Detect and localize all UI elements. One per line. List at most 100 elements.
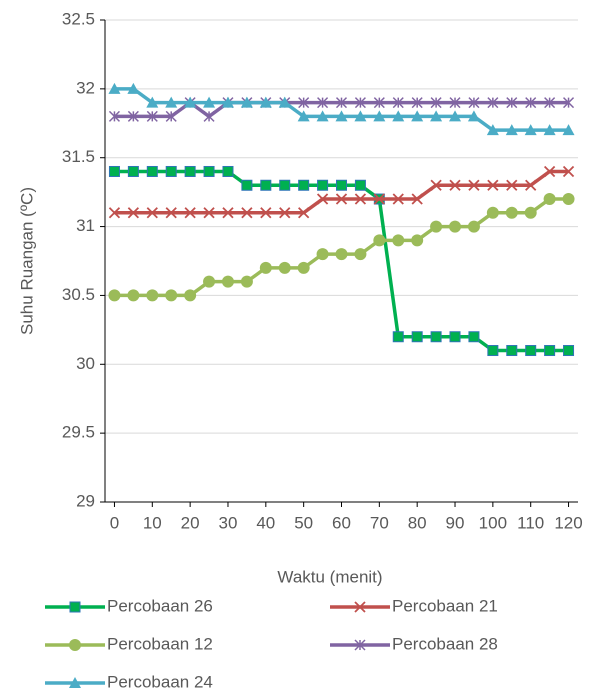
marker	[354, 601, 366, 613]
marker	[506, 97, 518, 109]
x-tick-label: 70	[370, 513, 389, 532]
marker	[354, 110, 367, 122]
y-tick-label: 32	[76, 78, 95, 97]
y-axis-label: Suhu Ruangan (ºC)	[17, 187, 36, 335]
marker	[430, 179, 442, 191]
x-tick-label: 50	[294, 513, 313, 532]
marker	[69, 639, 81, 651]
marker	[336, 179, 347, 191]
x-tick-label: 20	[181, 513, 200, 532]
marker	[240, 96, 253, 108]
x-tick-label: 0	[110, 513, 119, 532]
marker	[562, 165, 575, 178]
x-tick-label: 60	[332, 513, 351, 532]
marker	[203, 207, 215, 219]
marker	[449, 110, 462, 122]
marker	[449, 179, 461, 191]
legend-label: Percobaan 21	[392, 596, 498, 615]
marker	[486, 206, 499, 219]
marker	[146, 96, 159, 108]
marker	[373, 97, 385, 109]
marker	[165, 96, 178, 108]
marker	[354, 193, 367, 205]
marker	[354, 248, 367, 261]
marker	[221, 96, 234, 108]
marker	[165, 207, 177, 219]
legend-label: Percobaan 28	[392, 634, 498, 653]
legend-label: Percobaan 12	[107, 634, 213, 653]
marker	[373, 110, 386, 122]
marker	[335, 248, 348, 261]
marker	[354, 179, 366, 191]
y-tick-label: 30.5	[62, 285, 95, 304]
marker	[184, 289, 197, 302]
marker	[222, 207, 234, 219]
marker	[259, 261, 272, 274]
marker	[240, 275, 253, 288]
marker	[411, 110, 424, 122]
marker	[279, 207, 291, 219]
marker	[335, 97, 348, 109]
marker	[69, 677, 81, 688]
marker	[279, 179, 291, 191]
marker	[184, 207, 196, 219]
marker	[562, 193, 575, 206]
marker	[543, 165, 556, 178]
marker	[467, 110, 480, 122]
marker	[487, 345, 499, 357]
x-tick-label: 10	[143, 513, 162, 532]
marker	[468, 179, 480, 191]
marker	[392, 331, 404, 343]
marker	[241, 179, 253, 191]
marker	[127, 289, 140, 302]
marker	[203, 275, 216, 288]
marker	[563, 345, 575, 357]
x-tick-label: 40	[256, 513, 275, 532]
marker	[524, 206, 537, 219]
marker	[146, 289, 159, 302]
marker	[430, 331, 442, 343]
marker	[430, 220, 443, 233]
marker	[127, 82, 140, 94]
y-tick-label: 30	[76, 354, 95, 373]
marker	[108, 165, 120, 177]
x-tick-label: 100	[479, 513, 507, 532]
marker	[260, 179, 272, 191]
marker	[525, 97, 537, 109]
legend-label: Percobaan 26	[107, 596, 213, 615]
marker	[259, 96, 272, 108]
marker	[146, 110, 158, 122]
marker	[127, 165, 139, 177]
marker	[297, 110, 310, 122]
marker	[127, 110, 139, 122]
marker	[69, 601, 81, 613]
marker	[298, 207, 310, 219]
legend-entry: Percobaan 28	[330, 634, 498, 653]
marker	[543, 193, 556, 206]
marker	[316, 248, 329, 261]
marker	[260, 207, 272, 219]
marker	[297, 261, 310, 274]
marker	[505, 124, 518, 136]
marker	[411, 97, 423, 109]
marker	[543, 124, 556, 136]
marker	[506, 179, 518, 191]
marker	[392, 193, 404, 205]
x-tick-label: 110	[517, 513, 544, 532]
marker	[146, 207, 158, 219]
marker	[221, 275, 234, 288]
marker	[146, 165, 158, 177]
y-tick-label: 29	[76, 491, 95, 510]
marker	[468, 331, 480, 343]
x-tick-label: 80	[408, 513, 427, 532]
marker	[449, 220, 462, 233]
marker	[562, 124, 575, 136]
marker	[317, 97, 329, 109]
marker	[127, 207, 140, 219]
marker	[373, 234, 386, 247]
marker	[354, 639, 366, 651]
marker	[165, 165, 177, 177]
marker	[203, 165, 215, 177]
legend-entry: Percobaan 12	[45, 634, 213, 653]
